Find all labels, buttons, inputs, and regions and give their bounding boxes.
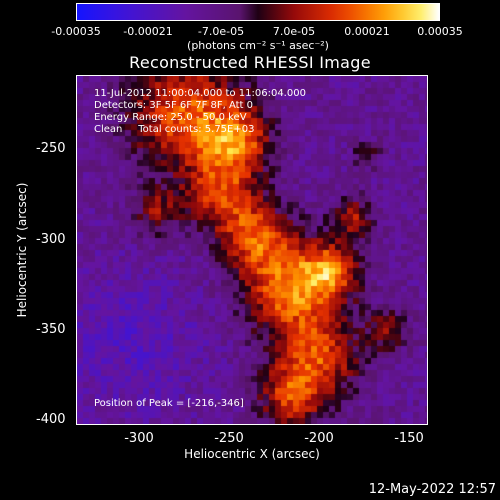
y-tick-label: -250 [36, 141, 66, 156]
x-tick-label: -300 [124, 431, 154, 446]
colorbar-tick: 7.0e-05 [272, 25, 316, 38]
x-tick-label: -150 [394, 431, 424, 446]
y-tick-label: -300 [36, 232, 66, 247]
colorbar-tick: -0.00035 [51, 25, 101, 38]
x-axis-label: Heliocentric X (arcsec) [184, 447, 320, 461]
y-axis-label: Heliocentric Y (arcsec) [15, 182, 29, 318]
colorbar-unit-label: (photons cm⁻² s⁻¹ asec⁻²) [187, 39, 329, 52]
generation-timestamp: 12-May-2022 12:57 [368, 482, 496, 497]
colorbar-tick: -7.0e-05 [197, 25, 245, 38]
detectors-annotation: Detectors: 3F 5F 6F 7F 8F, Att 0 [94, 100, 254, 111]
counts-annotation: Clean Total counts: 5.75E+03 [94, 124, 255, 135]
colorbar-tick: -0.00021 [123, 25, 173, 38]
rhessi-image-canvas [77, 76, 427, 424]
colorbar [76, 3, 440, 21]
y-tick-label: -400 [36, 412, 66, 427]
colorbar-tick: 0.00021 [344, 25, 390, 38]
rhessi-image-plot: 11-Jul-2012 11:00:04.000 to 11:06:04.000… [76, 75, 428, 425]
x-tick-label: -250 [214, 431, 244, 446]
x-tick-label: -200 [304, 431, 334, 446]
energy-range-annotation: Energy Range: 25.0 - 50.0 keV [94, 112, 247, 123]
time-range-annotation: 11-Jul-2012 11:00:04.000 to 11:06:04.000 [94, 88, 306, 99]
colorbar-tick: 0.00035 [417, 25, 463, 38]
plot-title: Reconstructed RHESSI Image [129, 53, 371, 72]
y-tick-label: -350 [36, 322, 66, 337]
peak-position-annotation: Position of Peak = [-216,-346] [94, 398, 244, 409]
